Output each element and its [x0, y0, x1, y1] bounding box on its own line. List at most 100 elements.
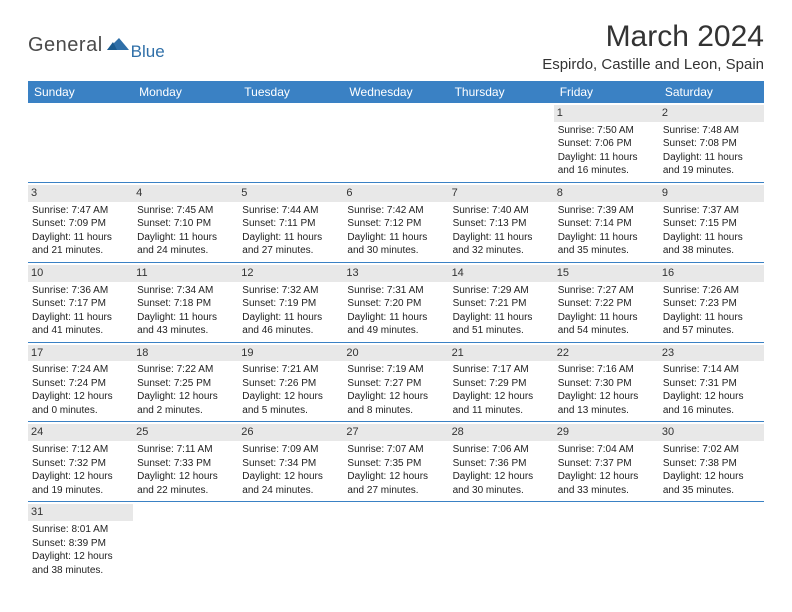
sunset-line: Sunset: 7:20 PM: [347, 297, 444, 311]
sunset-line: Sunset: 7:08 PM: [663, 137, 760, 151]
sunrise-line: Sunrise: 7:32 AM: [242, 284, 339, 298]
sunset-line: Sunset: 7:21 PM: [453, 297, 550, 311]
day-cell: 25Sunrise: 7:11 AMSunset: 7:33 PMDayligh…: [133, 422, 238, 501]
daylight-line: Daylight: 11 hours and 54 minutes.: [558, 311, 655, 338]
day-cell: 2Sunrise: 7:48 AMSunset: 7:08 PMDaylight…: [659, 103, 764, 182]
daylight-line: Daylight: 11 hours and 24 minutes.: [137, 231, 234, 258]
day-cell-empty: [449, 502, 554, 581]
weekday-label: Wednesday: [343, 81, 448, 103]
day-number: 12: [238, 265, 343, 282]
sunrise-line: Sunrise: 7:06 AM: [453, 443, 550, 457]
day-cell: 1Sunrise: 7:50 AMSunset: 7:06 PMDaylight…: [554, 103, 659, 182]
day-number: 22: [554, 345, 659, 362]
flag-icon: [105, 32, 131, 59]
day-number: 4: [133, 185, 238, 202]
day-cell: 29Sunrise: 7:04 AMSunset: 7:37 PMDayligh…: [554, 422, 659, 501]
daylight-line: Daylight: 11 hours and 27 minutes.: [242, 231, 339, 258]
day-cell-empty: [554, 502, 659, 581]
daylight-line: Daylight: 12 hours and 0 minutes.: [32, 390, 129, 417]
day-number: 19: [238, 345, 343, 362]
sunset-line: Sunset: 7:27 PM: [347, 377, 444, 391]
day-number: 27: [343, 424, 448, 441]
day-number: 30: [659, 424, 764, 441]
day-number: 21: [449, 345, 554, 362]
sunset-line: Sunset: 7:25 PM: [137, 377, 234, 391]
daylight-line: Daylight: 12 hours and 13 minutes.: [558, 390, 655, 417]
day-number: 31: [28, 504, 133, 521]
daylight-line: Daylight: 12 hours and 27 minutes.: [347, 470, 444, 497]
day-cell-empty: [28, 103, 133, 182]
daylight-line: Daylight: 11 hours and 35 minutes.: [558, 231, 655, 258]
daylight-line: Daylight: 12 hours and 11 minutes.: [453, 390, 550, 417]
sunset-line: Sunset: 7:19 PM: [242, 297, 339, 311]
sunset-line: Sunset: 7:14 PM: [558, 217, 655, 231]
week-row: 1Sunrise: 7:50 AMSunset: 7:06 PMDaylight…: [28, 103, 764, 183]
day-number: 14: [449, 265, 554, 282]
day-cell-empty: [343, 502, 448, 581]
sunrise-line: Sunrise: 7:29 AM: [453, 284, 550, 298]
day-number: 13: [343, 265, 448, 282]
day-cell: 5Sunrise: 7:44 AMSunset: 7:11 PMDaylight…: [238, 183, 343, 262]
daylight-line: Daylight: 11 hours and 38 minutes.: [663, 231, 760, 258]
day-number: 6: [343, 185, 448, 202]
sunset-line: Sunset: 7:31 PM: [663, 377, 760, 391]
sunrise-line: Sunrise: 7:04 AM: [558, 443, 655, 457]
location-subtitle: Espirdo, Castille and Leon, Spain: [542, 56, 764, 73]
daylight-line: Daylight: 11 hours and 43 minutes.: [137, 311, 234, 338]
sunset-line: Sunset: 7:26 PM: [242, 377, 339, 391]
day-number: 17: [28, 345, 133, 362]
daylight-line: Daylight: 12 hours and 16 minutes.: [663, 390, 760, 417]
daylight-line: Daylight: 11 hours and 16 minutes.: [558, 151, 655, 178]
sunset-line: Sunset: 7:24 PM: [32, 377, 129, 391]
sunrise-line: Sunrise: 7:45 AM: [137, 204, 234, 218]
day-number: 9: [659, 185, 764, 202]
sunset-line: Sunset: 7:12 PM: [347, 217, 444, 231]
sunset-line: Sunset: 7:23 PM: [663, 297, 760, 311]
daylight-line: Daylight: 11 hours and 30 minutes.: [347, 231, 444, 258]
sunrise-line: Sunrise: 7:42 AM: [347, 204, 444, 218]
day-cell: 31Sunrise: 8:01 AMSunset: 8:39 PMDayligh…: [28, 502, 133, 581]
sunrise-line: Sunrise: 7:34 AM: [137, 284, 234, 298]
day-cell: 10Sunrise: 7:36 AMSunset: 7:17 PMDayligh…: [28, 263, 133, 342]
day-number: 2: [659, 105, 764, 122]
weekday-label: Tuesday: [238, 81, 343, 103]
weekday-label: Monday: [133, 81, 238, 103]
weekday-label: Sunday: [28, 81, 133, 103]
day-number: 7: [449, 185, 554, 202]
weekday-label: Thursday: [449, 81, 554, 103]
daylight-line: Daylight: 12 hours and 30 minutes.: [453, 470, 550, 497]
day-cell-empty: [133, 502, 238, 581]
daylight-line: Daylight: 12 hours and 2 minutes.: [137, 390, 234, 417]
sunrise-line: Sunrise: 7:24 AM: [32, 363, 129, 377]
daylight-line: Daylight: 11 hours and 32 minutes.: [453, 231, 550, 258]
sunset-line: Sunset: 7:06 PM: [558, 137, 655, 151]
sunset-line: Sunset: 8:39 PM: [32, 537, 129, 551]
sunrise-line: Sunrise: 7:07 AM: [347, 443, 444, 457]
sunrise-line: Sunrise: 7:17 AM: [453, 363, 550, 377]
sunrise-line: Sunrise: 7:47 AM: [32, 204, 129, 218]
day-cell: 11Sunrise: 7:34 AMSunset: 7:18 PMDayligh…: [133, 263, 238, 342]
title-block: March 2024 Espirdo, Castille and Leon, S…: [542, 20, 764, 73]
daylight-line: Daylight: 11 hours and 21 minutes.: [32, 231, 129, 258]
daylight-line: Daylight: 11 hours and 46 minutes.: [242, 311, 339, 338]
day-cell: 9Sunrise: 7:37 AMSunset: 7:15 PMDaylight…: [659, 183, 764, 262]
day-cell: 30Sunrise: 7:02 AMSunset: 7:38 PMDayligh…: [659, 422, 764, 501]
day-cell-empty: [343, 103, 448, 182]
sunset-line: Sunset: 7:09 PM: [32, 217, 129, 231]
week-row: 24Sunrise: 7:12 AMSunset: 7:32 PMDayligh…: [28, 422, 764, 502]
weeks-container: 1Sunrise: 7:50 AMSunset: 7:06 PMDaylight…: [28, 103, 764, 581]
sunset-line: Sunset: 7:11 PM: [242, 217, 339, 231]
sunrise-line: Sunrise: 7:14 AM: [663, 363, 760, 377]
day-number: 3: [28, 185, 133, 202]
page-header: General Blue March 2024 Espirdo, Castill…: [28, 20, 764, 73]
sunset-line: Sunset: 7:18 PM: [137, 297, 234, 311]
sunrise-line: Sunrise: 7:12 AM: [32, 443, 129, 457]
day-number: 23: [659, 345, 764, 362]
day-number: 15: [554, 265, 659, 282]
daylight-line: Daylight: 12 hours and 8 minutes.: [347, 390, 444, 417]
sunrise-line: Sunrise: 7:44 AM: [242, 204, 339, 218]
sunrise-line: Sunrise: 7:11 AM: [137, 443, 234, 457]
sunset-line: Sunset: 7:32 PM: [32, 457, 129, 471]
daylight-line: Daylight: 11 hours and 51 minutes.: [453, 311, 550, 338]
logo: General Blue: [28, 20, 165, 62]
